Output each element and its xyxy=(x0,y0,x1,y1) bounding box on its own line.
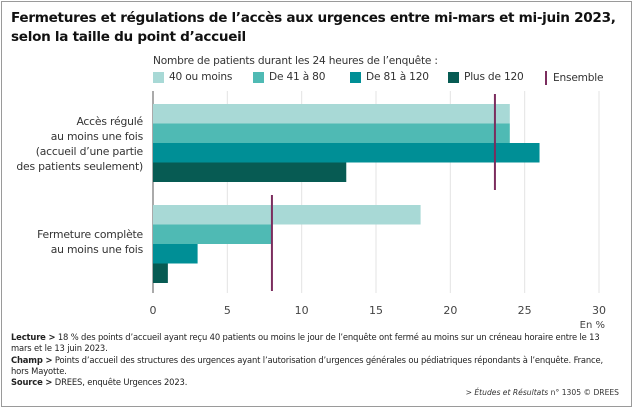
note-champ: Champ > Points d’accueil des structures … xyxy=(11,355,621,378)
bar xyxy=(153,104,510,124)
title-line-2: selon la taille du point d’accueil xyxy=(11,29,246,45)
credit-publication: Études et Résultats xyxy=(474,388,549,397)
legend-swatch xyxy=(448,71,459,83)
note-text: DREES, enquête Urgences 2023. xyxy=(52,377,188,388)
note-label: Source > xyxy=(11,377,53,388)
category-label-line: des patients seulement) xyxy=(16,160,143,173)
legend-item-ensemble: Ensemble xyxy=(545,71,604,85)
legend-reference-line xyxy=(545,71,547,85)
legend-label: De 41 à 80 xyxy=(269,71,326,83)
x-tick-label: 10 xyxy=(295,304,309,317)
category-label-line: Accès régulé xyxy=(76,115,143,128)
note-source: Source > DREES, enquête Urgences 2023. xyxy=(11,377,621,388)
x-unit-label: En % xyxy=(580,320,605,331)
legend-label: Ensemble xyxy=(553,72,604,84)
bar xyxy=(153,224,272,244)
legend-item-plus-120: Plus de 120 xyxy=(448,71,524,83)
category-label-fermeture: Fermeture complète au moins une fois xyxy=(37,227,143,257)
legend-item-40-ou-moins: 40 ou moins xyxy=(153,71,232,83)
credit-prefix: > xyxy=(465,388,475,397)
credit: > Études et Résultats n° 1305 © DREES xyxy=(466,388,619,397)
category-label-line: (accueil d’une partie xyxy=(35,145,143,158)
notes: Lecture > 18 % des points d’accueil ayan… xyxy=(11,332,621,388)
category-label-line: au moins une fois xyxy=(50,243,144,256)
legend-swatch xyxy=(153,71,164,83)
x-tick-label: 30 xyxy=(592,304,606,317)
note-text: Points d’accueil des structures des urge… xyxy=(11,354,604,376)
bar xyxy=(153,205,421,225)
x-tick-label: 5 xyxy=(224,304,231,317)
x-tick-label: 25 xyxy=(518,304,532,317)
note-label: Lecture > xyxy=(11,332,56,342)
legend-item-41-80: De 41 à 80 xyxy=(253,71,325,83)
category-label-acces-regule: Accès régulé au moins une fois (accueil … xyxy=(16,114,143,174)
bar xyxy=(153,244,198,264)
note-label: Champ > xyxy=(11,354,53,365)
bar xyxy=(153,263,168,283)
bar xyxy=(153,123,510,143)
credit-suffix: n° 1305 © DREES xyxy=(548,388,619,397)
legend-label: 40 ou moins xyxy=(169,71,233,83)
note-lecture: Lecture > 18 % des points d’accueil ayan… xyxy=(11,332,621,355)
title-line-1: Fermetures et régulations de l’accès aux… xyxy=(11,10,616,26)
legend-swatch xyxy=(253,71,264,83)
category-label-line: au moins une fois xyxy=(50,130,144,143)
x-tick-label: 20 xyxy=(443,304,457,317)
x-tick-label: 0 xyxy=(150,304,157,317)
legend-item-81-120: De 81 à 120 xyxy=(350,71,429,83)
bar xyxy=(153,143,540,163)
category-label-line: Fermeture complète xyxy=(37,228,143,241)
bar xyxy=(153,162,347,182)
legend-label: Plus de 120 xyxy=(464,71,524,83)
x-tick-label: 15 xyxy=(369,304,383,317)
note-text: 18 % des points d’accueil ayant reçu 40 … xyxy=(11,332,600,354)
legend-label: De 81 à 120 xyxy=(366,71,429,83)
chart-title: Fermetures et régulations de l’accès aux… xyxy=(11,9,616,47)
legend-swatch xyxy=(350,71,361,83)
legend-title: Nombre de patients durant les 24 heures … xyxy=(153,55,438,67)
